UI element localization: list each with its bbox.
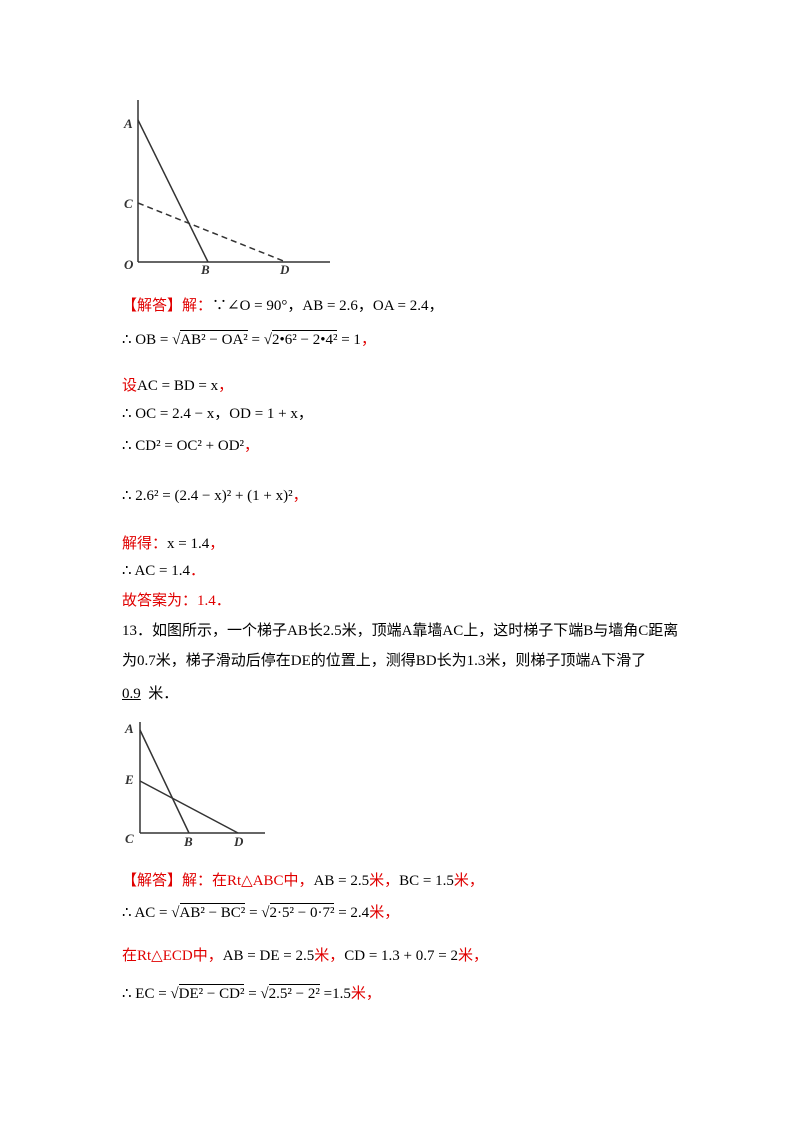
text-run: ∴ AC =: [122, 905, 172, 921]
text-run: 【解答】解：: [122, 298, 213, 314]
text-line: 故答案为：1.4．: [122, 591, 231, 611]
text-run: 米，: [453, 873, 484, 889]
point-label: D: [279, 262, 290, 277]
ladder: [137, 119, 209, 263]
text-run: 米，: [369, 873, 400, 889]
text-line: ∴ AC = √AB² − BC² = √2·5² − 0·7² = 2.4米，: [122, 903, 399, 923]
text-line: ∴ OC = 2.4 − x，OD = 1 + x，: [122, 404, 313, 424]
text-run: 米．: [140, 686, 179, 702]
text-line: ∴ EC = √DE² − CD² = √2.5² − 2² =1.5米，: [122, 984, 381, 1004]
text-run: 解得：: [122, 536, 168, 552]
text-run: 米，: [369, 905, 400, 921]
text-run: =: [244, 986, 261, 1002]
text-run: 2·5² − 0·7²: [269, 903, 335, 921]
text-run: ∵∠O = 90°，AB = 2.6，OA = 2.4，: [212, 298, 444, 314]
point-label: B: [200, 262, 210, 277]
ladder-moved: [139, 780, 239, 834]
text-run: ∴ OC = 2.4 − x，OD = 1 + x，: [122, 406, 313, 422]
text-run: 0.9: [122, 686, 141, 702]
text-run: ∴ EC =: [122, 986, 171, 1002]
ladder-moved: [137, 202, 287, 263]
text-run: AB = 2.5: [313, 873, 370, 889]
point-label: A: [124, 721, 134, 736]
text-line: 在Rt△ECD中，AB = DE = 2.5米，CD = 1.3 + 0.7 =…: [122, 946, 488, 966]
text-run: √: [260, 986, 269, 1002]
text-run: 【解答】解：在Rt△ABC中，: [122, 873, 314, 889]
text-line: 【解答】解：∵∠O = 90°，AB = 2.6，OA = 2.4，: [122, 296, 443, 316]
point-label: E: [124, 772, 134, 787]
text-line: 解得：x = 1.4，: [122, 534, 224, 554]
text-run: 为0.7米，梯子滑动后停在DE的位置上，测得BD长为1.3米，则梯子顶端A下滑了: [122, 653, 647, 669]
text-run: AC = BD = x: [137, 378, 219, 394]
text-run: CD = 1.3 + 0.7 = 2: [344, 948, 458, 964]
text-run: 米，: [457, 948, 488, 964]
point-label: B: [183, 834, 193, 849]
text-run: ∴ 2.6² = (2.4 − x)² + (1 + x)²: [122, 488, 293, 504]
text-run: =: [245, 905, 262, 921]
text-run: AB² − OA²: [180, 330, 248, 348]
text-run: ，: [292, 488, 308, 504]
text-run: ，: [209, 536, 225, 552]
text-run: 故答案为：1.4．: [122, 593, 231, 609]
point-label: D: [233, 834, 244, 849]
text-run: √: [171, 905, 180, 921]
text-run: √: [172, 332, 181, 348]
text-run: 设: [122, 378, 138, 394]
text-run: ∴ AC = 1.4: [122, 563, 191, 579]
text-run: √: [263, 332, 272, 348]
text-run: =: [247, 332, 264, 348]
text-run: 2•6² − 2•4²: [272, 330, 338, 348]
text-run: 13．如图所示，一个梯子AB长2.5米，顶端A靠墙AC上，这时梯子下端B与墙角C…: [122, 623, 679, 639]
text-run: =1.5: [319, 986, 351, 1002]
ladder: [139, 729, 190, 834]
text-run: ，: [360, 332, 376, 348]
text-run: x = 1.4: [167, 536, 210, 552]
text-run: 米，: [350, 986, 381, 1002]
text-run: ．: [190, 563, 206, 579]
text-run: 米，: [314, 948, 345, 964]
text-run: 2.5² − 2²: [268, 984, 320, 1002]
text-run: √: [261, 905, 270, 921]
text-run: = 2.4: [334, 905, 370, 921]
point-label: O: [124, 257, 134, 272]
text-line: 13．如图所示，一个梯子AB长2.5米，顶端A靠墙AC上，这时梯子下端B与墙角C…: [122, 621, 678, 641]
text-run: DE² − CD²: [178, 984, 245, 1002]
text-run: ，: [244, 438, 260, 454]
point-label: C: [124, 196, 133, 211]
text-line: ∴ 2.6² = (2.4 − x)² + (1 + x)²，: [122, 486, 308, 506]
text-line: ∴ AC = 1.4．: [122, 561, 205, 581]
text-line: 设AC = BD = x，: [122, 376, 233, 396]
text-run: ，: [218, 378, 234, 394]
point-label: A: [123, 116, 133, 131]
text-line: ∴ CD² = OC² + OD²，: [122, 436, 259, 456]
text-run: ∴ CD² = OC² + OD²: [122, 438, 245, 454]
text-run: BC = 1.5: [399, 873, 454, 889]
text-line: 为0.7米，梯子滑动后停在DE的位置上，测得BD长为1.3米，则梯子顶端A下滑了: [122, 651, 646, 671]
point-label: C: [125, 831, 134, 846]
text-run: = 1: [337, 332, 361, 348]
text-run: ∴ OB =: [122, 332, 173, 348]
text-line: ∴ OB = √AB² − OA² = √2•6² − 2•4² = 1，: [122, 330, 376, 350]
text-run: AB = DE = 2.5: [222, 948, 315, 964]
text-run: √: [170, 986, 179, 1002]
text-run: AB² − BC²: [179, 903, 246, 921]
text-line: 【解答】解：在Rt△ABC中，AB = 2.5米，BC = 1.5米，: [122, 871, 484, 891]
text-run: 在Rt△ECD中，: [122, 948, 223, 964]
text-line: 0.9 米．: [122, 684, 178, 704]
